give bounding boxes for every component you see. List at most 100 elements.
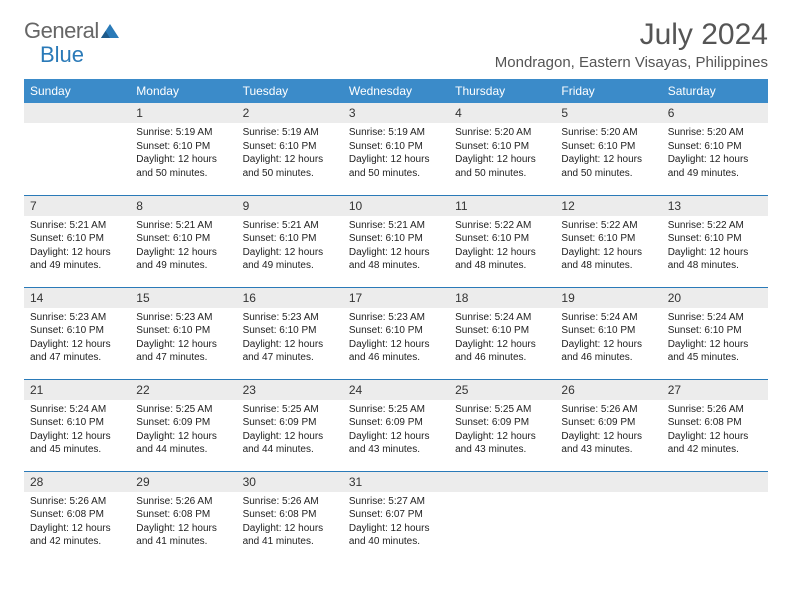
day-body: Sunrise: 5:19 AMSunset: 6:10 PMDaylight:… <box>343 123 449 186</box>
day-number: 30 <box>237 472 343 492</box>
day-body: Sunrise: 5:26 AMSunset: 6:08 PMDaylight:… <box>662 400 768 463</box>
month-title: July 2024 <box>495 18 768 52</box>
day-number: 31 <box>343 472 449 492</box>
daylight-text: and 49 minutes. <box>30 259 124 273</box>
daylight-text: Daylight: 12 hours <box>349 430 443 444</box>
sunset-text: Sunset: 6:09 PM <box>136 416 230 430</box>
day-body: Sunrise: 5:23 AMSunset: 6:10 PMDaylight:… <box>343 308 449 371</box>
day-number: 12 <box>555 196 661 216</box>
day-body: Sunrise: 5:26 AMSunset: 6:08 PMDaylight:… <box>237 492 343 555</box>
sunset-text: Sunset: 6:10 PM <box>30 416 124 430</box>
day-number: 29 <box>130 472 236 492</box>
day-body: Sunrise: 5:22 AMSunset: 6:10 PMDaylight:… <box>449 216 555 279</box>
sunrise-text: Sunrise: 5:21 AM <box>349 219 443 233</box>
daylight-text: Daylight: 12 hours <box>243 522 337 536</box>
daylight-text: Daylight: 12 hours <box>136 153 230 167</box>
calendar-table: SundayMondayTuesdayWednesdayThursdayFrid… <box>24 79 768 563</box>
sunrise-text: Sunrise: 5:22 AM <box>455 219 549 233</box>
daylight-text: Daylight: 12 hours <box>136 430 230 444</box>
daylight-text: and 50 minutes. <box>136 167 230 181</box>
calendar-day-cell: 3Sunrise: 5:19 AMSunset: 6:10 PMDaylight… <box>343 103 449 195</box>
sunrise-text: Sunrise: 5:21 AM <box>243 219 337 233</box>
calendar-week-row: 21Sunrise: 5:24 AMSunset: 6:10 PMDayligh… <box>24 379 768 471</box>
calendar-body: 1Sunrise: 5:19 AMSunset: 6:10 PMDaylight… <box>24 103 768 563</box>
empty-day <box>662 472 768 492</box>
day-body: Sunrise: 5:25 AMSunset: 6:09 PMDaylight:… <box>449 400 555 463</box>
daylight-text: and 48 minutes. <box>455 259 549 273</box>
daylight-text: Daylight: 12 hours <box>455 246 549 260</box>
calendar-head: SundayMondayTuesdayWednesdayThursdayFrid… <box>24 79 768 103</box>
day-number: 25 <box>449 380 555 400</box>
calendar-day-cell: 29Sunrise: 5:26 AMSunset: 6:08 PMDayligh… <box>130 471 236 563</box>
sunset-text: Sunset: 6:10 PM <box>243 232 337 246</box>
day-body: Sunrise: 5:21 AMSunset: 6:10 PMDaylight:… <box>237 216 343 279</box>
sunrise-text: Sunrise: 5:26 AM <box>243 495 337 509</box>
daylight-text: and 45 minutes. <box>668 351 762 365</box>
daylight-text: and 50 minutes. <box>561 167 655 181</box>
day-number: 13 <box>662 196 768 216</box>
logo-text-blue: Blue <box>40 42 84 68</box>
day-body: Sunrise: 5:25 AMSunset: 6:09 PMDaylight:… <box>237 400 343 463</box>
sunset-text: Sunset: 6:10 PM <box>561 140 655 154</box>
sunset-text: Sunset: 6:08 PM <box>668 416 762 430</box>
day-number: 22 <box>130 380 236 400</box>
day-number: 3 <box>343 103 449 123</box>
calendar-day-cell: 16Sunrise: 5:23 AMSunset: 6:10 PMDayligh… <box>237 287 343 379</box>
sunset-text: Sunset: 6:09 PM <box>349 416 443 430</box>
day-body: Sunrise: 5:19 AMSunset: 6:10 PMDaylight:… <box>130 123 236 186</box>
sunrise-text: Sunrise: 5:27 AM <box>349 495 443 509</box>
weekday-header: Thursday <box>449 79 555 103</box>
daylight-text: Daylight: 12 hours <box>243 246 337 260</box>
sunrise-text: Sunrise: 5:25 AM <box>243 403 337 417</box>
day-number: 7 <box>24 196 130 216</box>
daylight-text: and 48 minutes. <box>349 259 443 273</box>
sunrise-text: Sunrise: 5:22 AM <box>668 219 762 233</box>
sunset-text: Sunset: 6:10 PM <box>561 232 655 246</box>
weekday-header: Wednesday <box>343 79 449 103</box>
calendar-week-row: 28Sunrise: 5:26 AMSunset: 6:08 PMDayligh… <box>24 471 768 563</box>
sunset-text: Sunset: 6:10 PM <box>243 324 337 338</box>
calendar-day-cell <box>24 103 130 195</box>
header: General July 2024 Mondragon, Eastern Vis… <box>24 18 768 71</box>
sunset-text: Sunset: 6:10 PM <box>455 324 549 338</box>
day-body: Sunrise: 5:19 AMSunset: 6:10 PMDaylight:… <box>237 123 343 186</box>
daylight-text: Daylight: 12 hours <box>455 430 549 444</box>
day-number: 21 <box>24 380 130 400</box>
sunrise-text: Sunrise: 5:26 AM <box>136 495 230 509</box>
daylight-text: Daylight: 12 hours <box>349 246 443 260</box>
daylight-text: and 45 minutes. <box>30 443 124 457</box>
sunrise-text: Sunrise: 5:26 AM <box>30 495 124 509</box>
location-text: Mondragon, Eastern Visayas, Philippines <box>495 54 768 71</box>
sunrise-text: Sunrise: 5:26 AM <box>668 403 762 417</box>
daylight-text: and 40 minutes. <box>349 535 443 549</box>
day-body: Sunrise: 5:22 AMSunset: 6:10 PMDaylight:… <box>662 216 768 279</box>
weekday-header: Tuesday <box>237 79 343 103</box>
sunset-text: Sunset: 6:09 PM <box>561 416 655 430</box>
calendar-day-cell: 10Sunrise: 5:21 AMSunset: 6:10 PMDayligh… <box>343 195 449 287</box>
sunset-text: Sunset: 6:10 PM <box>136 232 230 246</box>
sunset-text: Sunset: 6:08 PM <box>243 508 337 522</box>
calendar-day-cell: 14Sunrise: 5:23 AMSunset: 6:10 PMDayligh… <box>24 287 130 379</box>
day-body: Sunrise: 5:24 AMSunset: 6:10 PMDaylight:… <box>24 400 130 463</box>
sunrise-text: Sunrise: 5:24 AM <box>668 311 762 325</box>
sunrise-text: Sunrise: 5:19 AM <box>136 126 230 140</box>
sunset-text: Sunset: 6:10 PM <box>349 140 443 154</box>
logo: General <box>24 18 119 44</box>
day-number: 4 <box>449 103 555 123</box>
day-number: 20 <box>662 288 768 308</box>
day-body: Sunrise: 5:21 AMSunset: 6:10 PMDaylight:… <box>24 216 130 279</box>
day-number: 10 <box>343 196 449 216</box>
calendar-day-cell: 1Sunrise: 5:19 AMSunset: 6:10 PMDaylight… <box>130 103 236 195</box>
logo-text-general: General <box>24 18 99 44</box>
day-number: 18 <box>449 288 555 308</box>
day-number: 8 <box>130 196 236 216</box>
empty-day <box>555 472 661 492</box>
day-body: Sunrise: 5:23 AMSunset: 6:10 PMDaylight:… <box>130 308 236 371</box>
calendar-day-cell: 28Sunrise: 5:26 AMSunset: 6:08 PMDayligh… <box>24 471 130 563</box>
daylight-text: Daylight: 12 hours <box>30 246 124 260</box>
sunset-text: Sunset: 6:10 PM <box>136 324 230 338</box>
day-number: 9 <box>237 196 343 216</box>
day-body: Sunrise: 5:23 AMSunset: 6:10 PMDaylight:… <box>237 308 343 371</box>
calendar-week-row: 1Sunrise: 5:19 AMSunset: 6:10 PMDaylight… <box>24 103 768 195</box>
day-body: Sunrise: 5:26 AMSunset: 6:08 PMDaylight:… <box>24 492 130 555</box>
